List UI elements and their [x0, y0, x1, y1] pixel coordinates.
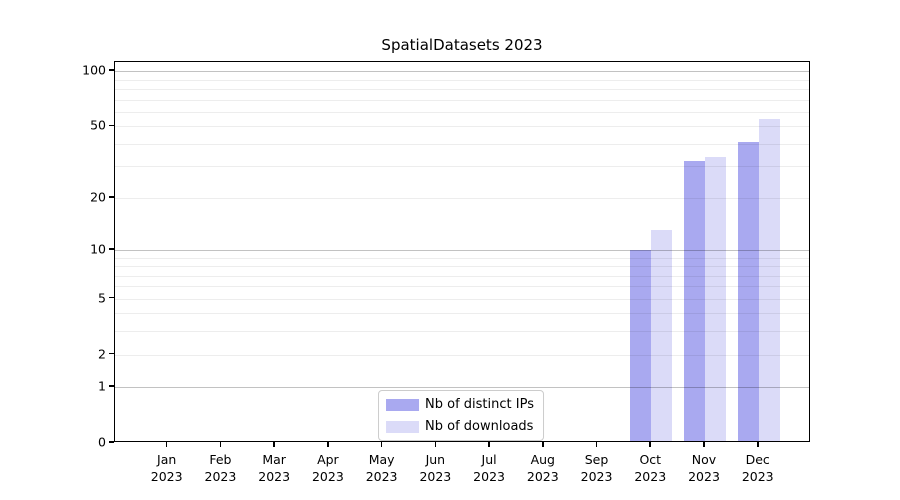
y-tick-mark	[109, 296, 114, 299]
x-tick-label-feb: Feb 2023	[204, 452, 237, 484]
x-tick-mark	[380, 442, 383, 447]
minor-gridline	[115, 197, 809, 199]
y-tick-mark	[109, 69, 114, 72]
x-tick-label-aug: Aug 2023	[526, 452, 559, 484]
legend-swatch-downloads	[386, 420, 420, 433]
x-tick-mark	[434, 442, 437, 447]
x-tick-label-jul: Jul 2023	[473, 452, 505, 484]
minor-gridline	[115, 286, 809, 288]
bar-dec-series0	[737, 141, 759, 441]
y-tick-label: 100	[82, 62, 106, 78]
y-tick-label: 20	[90, 189, 106, 205]
x-tick-label-oct: Oct 2023	[634, 452, 667, 484]
minor-gridline	[115, 275, 809, 277]
x-tick-mark	[703, 442, 705, 447]
y-tick-label: 1	[98, 378, 106, 394]
minor-gridline	[115, 111, 809, 113]
minor-gridline	[115, 143, 809, 145]
x-tick-mark	[756, 442, 759, 447]
x-tick-mark	[219, 442, 222, 447]
y-tick-mark	[109, 385, 114, 387]
x-tick-label-apr: Apr 2023	[311, 452, 344, 484]
legend-label-distinct-ips: Nb of distinct IPs	[425, 397, 534, 412]
x-tick-mark	[649, 442, 652, 447]
x-tick-mark	[595, 442, 598, 447]
major-gridline	[115, 387, 809, 389]
y-tick-label: 5	[98, 290, 106, 306]
x-tick-mark	[488, 442, 490, 447]
x-tick-mark	[327, 442, 329, 447]
plot-area	[114, 61, 810, 442]
x-tick-mark	[273, 442, 275, 447]
minor-gridline	[115, 79, 809, 81]
minor-gridline	[115, 99, 809, 101]
legend: Nb of distinct IPs Nb of downloads	[378, 390, 544, 441]
x-tick-label-nov: Nov 2023	[688, 452, 720, 484]
x-tick-label-jan: Jan 2023	[150, 452, 183, 484]
x-tick-mark	[165, 442, 168, 447]
y-tick-mark	[109, 195, 114, 198]
minor-gridline	[115, 331, 809, 333]
minor-gridline	[115, 126, 809, 128]
x-tick-label-jun: Jun 2023	[419, 452, 452, 484]
y-tick-mark	[109, 441, 114, 443]
bar-nov-series0	[684, 161, 705, 441]
legend-item-downloads: Nb of downloads	[386, 419, 534, 434]
y-tick-label: 10	[90, 241, 106, 257]
minor-gridline	[115, 354, 809, 356]
y-tick-label: 0	[98, 434, 106, 450]
legend-item-distinct-ips: Nb of distinct IPs	[386, 397, 534, 412]
minor-gridline	[115, 257, 809, 259]
x-tick-label-mar: Mar 2023	[258, 452, 291, 484]
x-tick-label-sep: Sep 2023	[580, 452, 613, 484]
x-tick-label-dec: Dec 2023	[741, 452, 774, 484]
minor-gridline	[115, 89, 809, 91]
bar-nov-series1	[705, 156, 726, 441]
bar-oct-series1	[651, 230, 673, 441]
legend-swatch-distinct-ips	[386, 398, 420, 411]
bar-dec-series1	[758, 118, 780, 441]
y-tick-mark	[109, 248, 114, 250]
minor-gridline	[115, 298, 809, 300]
y-tick-label: 2	[98, 346, 106, 362]
y-tick-label: 50	[90, 117, 106, 133]
minor-gridline	[115, 266, 809, 268]
x-tick-label-may: May 2023	[365, 452, 398, 484]
y-tick-mark	[109, 124, 114, 127]
bar-oct-series0	[630, 249, 652, 441]
legend-label-downloads: Nb of downloads	[425, 419, 534, 434]
x-tick-mark	[542, 442, 544, 447]
minor-gridline	[115, 166, 809, 168]
minor-gridline	[115, 313, 809, 315]
major-gridline	[115, 249, 809, 251]
major-gridline	[115, 71, 809, 73]
chart-title: SpatialDatasets 2023	[381, 36, 543, 54]
y-tick-mark	[109, 352, 114, 355]
